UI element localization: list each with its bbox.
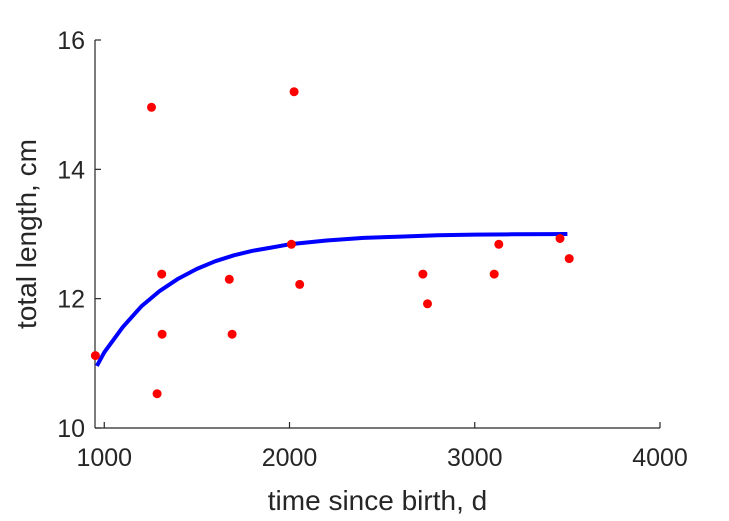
data-point: [224, 274, 234, 284]
fit-curve-line: [95, 232, 568, 367]
data-point: [90, 351, 100, 361]
data-point: [157, 329, 167, 339]
data-point: [157, 269, 167, 279]
y-tick-label: 10: [57, 415, 85, 443]
x-axis-title: time since birth, d: [268, 485, 487, 516]
data-point: [227, 329, 237, 339]
x-axis-ticks: 1000 2000 3000 4000: [76, 422, 688, 472]
data-points-layer: [90, 87, 574, 399]
x-tick-label: 3000: [447, 444, 503, 472]
data-point: [555, 234, 565, 243]
y-axis-ticks: 10 12 14 16: [57, 27, 101, 443]
data-point: [423, 299, 432, 309]
data-point: [286, 239, 296, 249]
data-point: [147, 102, 156, 112]
data-point: [418, 269, 428, 279]
data-point: [289, 87, 299, 97]
y-tick-label: 14: [57, 156, 85, 184]
data-point: [295, 279, 305, 289]
plot-area: 10 12 14 16 1000 2000 3000 4000: [57, 27, 688, 472]
data-point: [494, 239, 504, 249]
x-tick-label: 2000: [262, 444, 318, 472]
data-point: [564, 254, 574, 264]
x-tick-label: 1000: [76, 444, 132, 472]
data-point: [489, 269, 499, 279]
data-point: [152, 389, 162, 399]
y-tick-label: 16: [57, 27, 85, 55]
x-tick-label: 4000: [632, 444, 688, 472]
y-tick-label: 12: [57, 286, 85, 314]
y-axis-title: total length, cm: [11, 139, 42, 329]
fit-curve-layer: [95, 232, 568, 367]
